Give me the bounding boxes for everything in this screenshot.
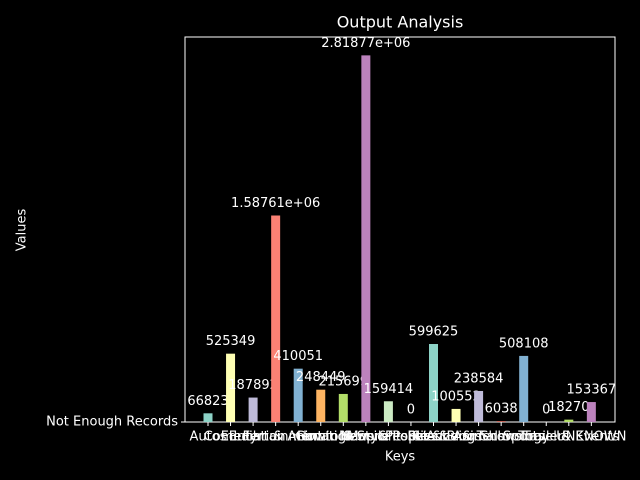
bar [248,397,258,422]
x-tick-label: People & Blogs [385,430,482,445]
value-label: 2.81877e+06 [321,36,410,51]
x-tick-label: Shows [480,430,522,445]
x-tick-label: Science & Technology [408,430,550,445]
x-tick-label: Howto & Style [297,430,389,445]
value-label: 215699 [318,374,368,389]
bar [586,402,596,422]
x-tick-label: Travel & Events [517,430,619,445]
x-tick-label: Film & Animation [243,430,354,445]
x-tick-label: Autos [190,430,227,445]
value-label: 599625 [409,325,459,340]
value-label: 187892 [228,378,278,393]
value-label: 66823 [187,394,228,409]
x-tick-label: Education [221,430,286,445]
value-label: 1.58761e+06 [231,196,320,211]
plot-frame [184,36,616,423]
bar [203,413,213,422]
x-tick-label: Music [347,430,384,445]
bar [474,390,484,422]
value-label: 0 [542,403,550,418]
value-label: 508108 [499,336,549,351]
x-tick-label: UNKNOWN [556,430,626,445]
x-axis-label: Keys [385,450,416,465]
chart-title: Output Analysis [337,13,464,32]
bar [338,393,348,422]
value-label: 238584 [454,371,504,386]
x-tick-label: Trailers [522,430,570,445]
bar [226,353,236,422]
x-tick-label: Comedy [204,430,258,445]
bar [564,419,574,422]
bar [293,368,303,422]
value-label: 100552 [431,389,481,404]
x-tick-label: Pets & Animals [407,430,505,445]
bar [271,215,281,422]
x-tick-label: Gaming [295,430,346,445]
bar [496,421,506,422]
y-tick-label: Not Enough Records [46,415,178,430]
bar [361,55,371,422]
value-label: 248449 [296,370,346,385]
value-label: 525349 [206,334,256,349]
value-label: 6038 [485,402,518,417]
value-label: 18270 [548,400,589,415]
bar [316,389,326,422]
bar [451,408,461,422]
y-axis-label: Values [15,209,30,252]
value-label: 153367 [567,383,617,398]
bar [429,344,438,422]
x-tick-label: Sports [503,430,545,445]
x-tick-label: Nonprofits & Activism [340,430,481,445]
value-label: 159414 [364,382,414,397]
x-tick-label: Entertainment [229,430,323,445]
bar [383,401,393,422]
value-label: 0 [407,403,415,418]
x-tick-label: News & Politics [339,430,438,445]
value-label: 410051 [273,349,323,364]
bar [519,355,529,422]
